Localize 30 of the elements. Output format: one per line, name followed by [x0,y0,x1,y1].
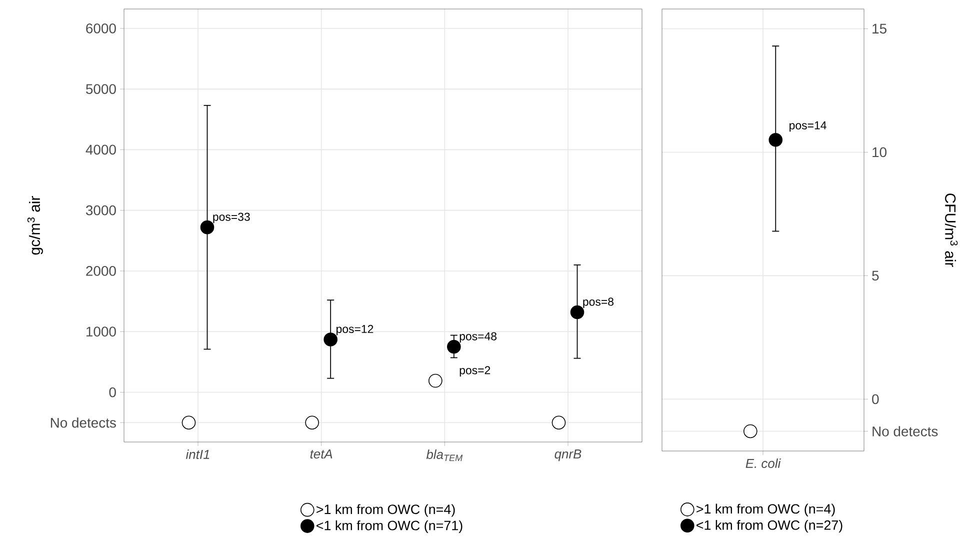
y-tick-label: 1000 [86,326,116,337]
y2-tick-label: 0 [872,394,879,404]
y2-tick-label: 15 [872,24,886,34]
legend-label: >1 km from OWC (n=4) [316,504,455,517]
annotation: pos=14 [790,121,826,132]
y2-tick-label: No detects [872,426,938,436]
x-tick-label: intI1 [186,450,210,460]
y2-tick-label: 10 [872,147,886,158]
y-tick-label: 3000 [86,205,116,216]
y2-axis-title: CFU/m$^{3}$ air [945,194,958,267]
annotation: pos=33 [213,212,250,224]
y-tick-label: 5000 [86,84,116,94]
y-tick-label: 4000 [86,144,116,155]
legend-label: <1 km from OWC (n=27) [696,520,842,533]
legend-label: <1 km from OWC (n=71) [316,520,462,533]
x-tick-label: tetA [310,450,332,459]
x-tick-label: E. coli [746,458,781,468]
y-tick-label: 2000 [86,266,116,276]
x-tick-label: bla$_{TEM}$ [426,450,463,462]
annotation: pos=8 [583,298,614,308]
y-tick-label: 6000 [86,23,116,34]
y2-tick-label: 5 [872,270,879,281]
x-tick-label: qnrB [554,450,582,462]
y-tick-label: 0 [109,387,116,398]
y-tick-label: No detects [50,417,116,428]
legend-label: >1 km from OWC (n=4) [696,504,835,516]
annotation: pos=12 [336,324,374,336]
y-axis-title: gc/m$^{3}$ air [27,196,43,255]
annotation: pos=2 [460,366,490,377]
annotation: pos=48 [460,332,497,343]
